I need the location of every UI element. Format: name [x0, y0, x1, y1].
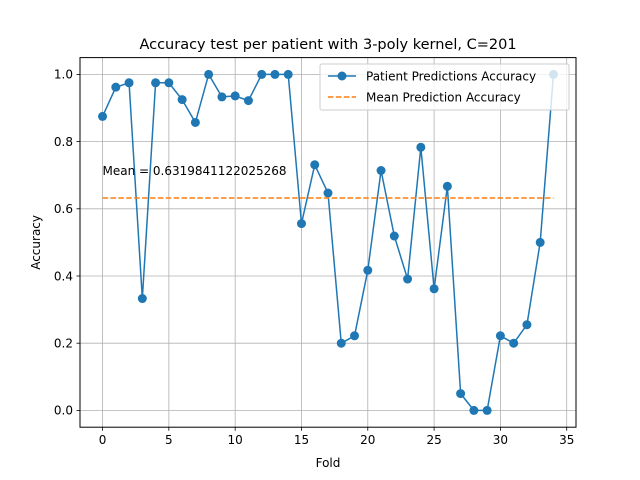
data-point [98, 111, 108, 121]
plot-frame [79, 57, 577, 428]
legend: Patient Predictions Accuracy Mean Predic… [319, 63, 570, 111]
data-point [495, 331, 505, 341]
legend-box [319, 63, 570, 111]
y-tick-label: 0.6 [54, 202, 73, 216]
legend-label-accuracy: Patient Predictions Accuracy [366, 70, 536, 84]
x-tick-label: 35 [559, 433, 574, 447]
data-point [429, 284, 439, 294]
data-point [535, 237, 545, 247]
data-point [270, 69, 280, 79]
data-point [230, 91, 240, 101]
legend-label-mean: Mean Prediction Accuracy [366, 91, 521, 105]
x-tick-label: 20 [360, 433, 375, 447]
data-point [164, 78, 174, 88]
y-axis-ticks: 0.0 0.2 0.4 0.6 0.8 1.0 [54, 68, 80, 418]
y-axis-label: Accuracy [29, 215, 43, 270]
legend-marker-accuracy [337, 71, 347, 81]
series-line-0 [101, 73, 555, 412]
chart-title: Accuracy test per patient with 3-poly ke… [139, 37, 516, 53]
data-point [403, 274, 413, 284]
series-layer [98, 69, 558, 415]
data-point [363, 265, 373, 275]
data-point [469, 405, 479, 415]
data-point [296, 219, 306, 229]
x-tick-label: 15 [294, 433, 309, 447]
x-tick-label: 0 [99, 433, 107, 447]
data-point [137, 294, 147, 304]
annotation-layer: Mean = 0.6319841122025268 [103, 164, 287, 178]
y-tick-label: 1.0 [54, 68, 73, 82]
data-point [376, 165, 386, 175]
mean-annotation: Mean = 0.6319841122025268 [103, 164, 287, 178]
data-point [522, 320, 532, 330]
data-point [482, 405, 492, 415]
data-point [442, 181, 452, 191]
data-point [456, 389, 466, 399]
data-point [111, 82, 121, 92]
y-tick-label: 0.0 [54, 404, 73, 418]
x-tick-label: 25 [426, 433, 441, 447]
data-point [190, 117, 200, 127]
x-tick-label: 5 [165, 433, 173, 447]
data-point [243, 96, 253, 106]
data-point [204, 69, 214, 79]
data-point [257, 69, 267, 79]
data-point [389, 231, 399, 241]
data-point [323, 188, 333, 198]
data-point [416, 142, 426, 152]
data-point [350, 331, 360, 341]
data-point [310, 160, 320, 170]
x-axis-ticks: 0 5 10 15 20 25 30 35 [99, 427, 574, 447]
data-point [509, 338, 519, 348]
x-axis-label: Fold [316, 456, 341, 470]
y-tick-label: 0.4 [54, 269, 73, 283]
data-point [151, 78, 161, 88]
data-point [283, 69, 293, 79]
data-point [217, 92, 227, 102]
x-tick-label: 30 [493, 433, 508, 447]
data-point [336, 338, 346, 348]
data-point [177, 95, 187, 105]
y-tick-label: 0.2 [54, 337, 73, 351]
x-tick-label: 10 [228, 433, 243, 447]
data-point [124, 78, 134, 88]
y-tick-label: 0.8 [54, 135, 73, 149]
